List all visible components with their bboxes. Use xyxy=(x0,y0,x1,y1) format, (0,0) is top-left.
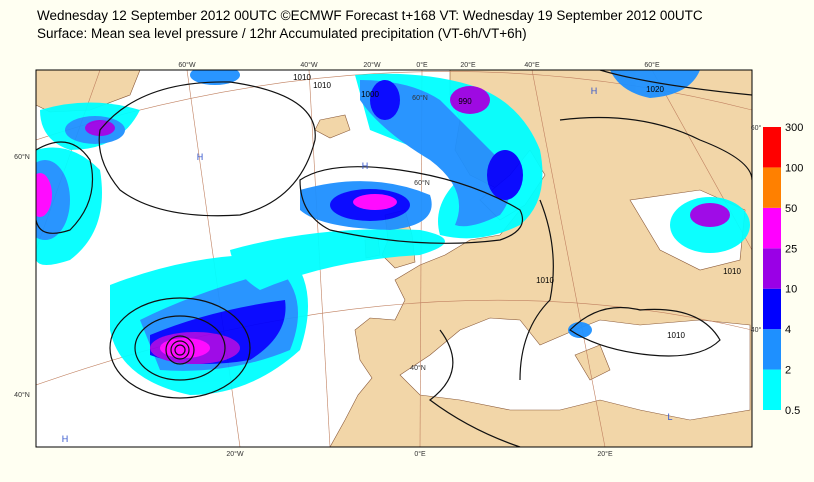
legend-swatch xyxy=(763,207,781,249)
pressure-centre: L xyxy=(667,412,672,422)
map-frame xyxy=(35,69,753,448)
isobar-label: 1010 xyxy=(667,331,685,340)
legend-swatch xyxy=(763,288,781,330)
pressure-centre: H xyxy=(362,161,369,171)
map-labels: 60°W 40°W 20°W 0°E 20°E 40°E 60°E 20°W 0°E 20°E 60… xyxy=(14,61,761,458)
longitude-label: 0°E xyxy=(414,450,426,458)
legend: 0.5 2 4 10 25 50 100 300 xyxy=(763,122,803,417)
legend-label: 50 xyxy=(785,203,797,215)
longitude-label: 20°E xyxy=(597,450,613,458)
isobar-label: 1010 xyxy=(313,81,331,90)
pressure-centre: H xyxy=(62,434,69,444)
longitude-label: 40°W xyxy=(300,61,318,69)
legend-swatch xyxy=(763,369,781,410)
latitude-label: 60°N xyxy=(14,153,30,161)
longitude-label: 60°W xyxy=(178,61,196,69)
legend-swatch xyxy=(763,167,781,208)
isobar-label: 1010 xyxy=(293,73,311,82)
longitude-label: 20°W xyxy=(363,61,381,69)
isobar-label: 1020 xyxy=(646,85,664,94)
legend-swatch xyxy=(763,127,781,168)
latitude-label: 40°N xyxy=(410,364,426,372)
isobar-label: 1000 xyxy=(361,90,379,99)
longitude-label: 60°E xyxy=(644,61,660,69)
isobar-label: 990 xyxy=(458,97,472,106)
longitude-label: 20°E xyxy=(460,61,476,69)
map xyxy=(36,70,752,447)
longitude-label: 40°E xyxy=(524,61,540,69)
legend-label: 0.5 xyxy=(785,405,800,417)
legend-swatch xyxy=(763,329,781,370)
longitude-label: 20°W xyxy=(226,450,244,458)
isobar-label: 1010 xyxy=(536,276,554,285)
latitude-label: 60°N xyxy=(412,94,428,102)
legend-label: 10 xyxy=(785,284,797,296)
latitude-label: 40°N xyxy=(14,391,30,399)
latitude-label: 60°N xyxy=(414,179,430,187)
pressure-centre: H xyxy=(591,86,598,96)
isobars xyxy=(36,70,752,447)
legend-label: 4 xyxy=(785,324,791,336)
legend-label: 25 xyxy=(785,243,797,255)
longitude-label: 0°E xyxy=(416,61,428,69)
legend-label: 100 xyxy=(785,162,803,174)
pressure-centre: H xyxy=(197,152,204,162)
legend-label: 2 xyxy=(785,365,791,377)
header-line: Wednesday 12 September 2012 00UTC ©ECMWF… xyxy=(37,8,703,23)
latitude-label: 60° xyxy=(751,124,762,132)
header-line: Surface: Mean sea level pressure / 12hr … xyxy=(37,26,527,41)
legend-swatch xyxy=(763,248,781,289)
latitude-label: 40° xyxy=(751,326,762,334)
isobar-label: 1010 xyxy=(723,267,741,276)
legend-label: 300 xyxy=(785,122,803,134)
